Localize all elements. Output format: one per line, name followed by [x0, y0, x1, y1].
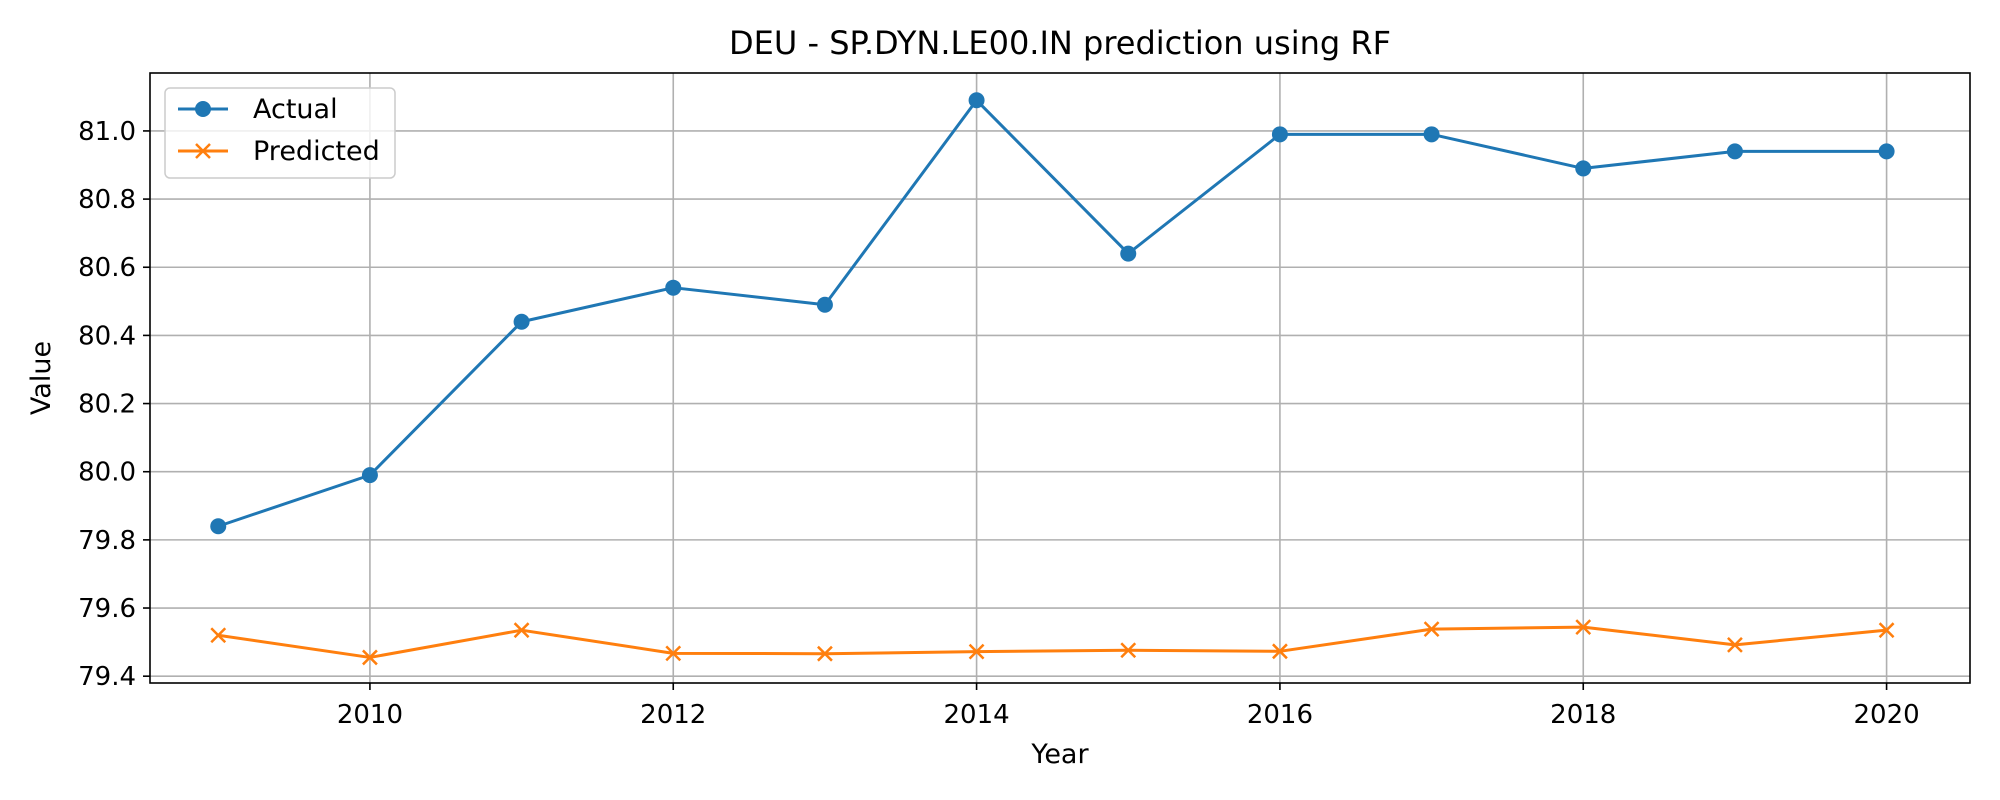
data-point-actual — [968, 92, 985, 109]
data-point-predicted — [1272, 643, 1288, 660]
data-point-actual — [1120, 245, 1137, 262]
y-tick-label: 79.8 — [78, 526, 136, 556]
y-tick-label: 79.4 — [78, 662, 136, 692]
legend-label-actual: Actual — [253, 94, 338, 125]
data-point-actual — [1878, 143, 1895, 160]
x-tick-label: 2016 — [1247, 700, 1313, 730]
data-point-predicted — [210, 627, 227, 644]
data-point-predicted — [817, 645, 833, 662]
legend-marker-predicted — [195, 143, 211, 159]
x-tick-label: 2010 — [337, 700, 403, 730]
y-tick-label: 80.8 — [78, 185, 136, 215]
tick-layer: 2010 2012 2014 2016 2018 2020 79.4 79.6 79.8 80.0… — [78, 117, 1920, 730]
y-tick-label: 79.6 — [78, 594, 136, 624]
data-point-actual — [210, 518, 227, 535]
x-tick-label: 2020 — [1853, 700, 1919, 730]
grid-lines — [150, 73, 1970, 683]
data-point-actual — [1575, 160, 1592, 177]
data-point-predicted — [665, 645, 682, 662]
x-axis-label: Year — [1030, 739, 1089, 770]
legend-marker-actual — [195, 101, 211, 117]
x-tick-label: 2018 — [1550, 700, 1616, 730]
series-line-actual — [217, 98, 1887, 528]
legend-label-predicted: Predicted — [253, 136, 380, 167]
data-point-actual — [513, 313, 530, 330]
data-point-predicted — [362, 649, 378, 666]
y-tick-label: 80.2 — [78, 390, 136, 420]
data-point-predicted — [1878, 622, 1895, 639]
data-point-actual — [816, 296, 833, 313]
y-tick-label: 80.6 — [78, 253, 136, 283]
y-axis-label: Value — [26, 341, 57, 415]
series-layer — [210, 92, 1895, 666]
data-point-predicted — [1120, 642, 1137, 659]
data-point-actual — [361, 467, 378, 484]
data-point-actual — [1726, 143, 1743, 160]
legend: Actual Predicted — [164, 87, 396, 179]
chart-title: DEU - SP.DYN.LE00.IN prediction using RF — [729, 24, 1391, 62]
data-point-predicted — [1575, 619, 1592, 635]
plot-background — [150, 73, 1970, 683]
data-point-predicted — [968, 643, 985, 660]
x-tick-label: 2012 — [640, 700, 706, 730]
y-tick-label: 80.0 — [78, 458, 136, 488]
data-point-actual — [1423, 126, 1440, 143]
data-point-predicted — [1727, 636, 1743, 653]
series-line-predicted — [218, 625, 1887, 659]
data-point-predicted — [1423, 621, 1440, 638]
x-tick-label: 2014 — [943, 700, 1009, 730]
data-point-actual — [665, 279, 682, 296]
y-tick-label: 81.0 — [78, 117, 136, 147]
data-point-actual — [1271, 126, 1288, 143]
plot-frame — [149, 72, 1971, 684]
y-tick-label: 80.4 — [78, 321, 136, 351]
data-point-predicted — [513, 622, 530, 639]
